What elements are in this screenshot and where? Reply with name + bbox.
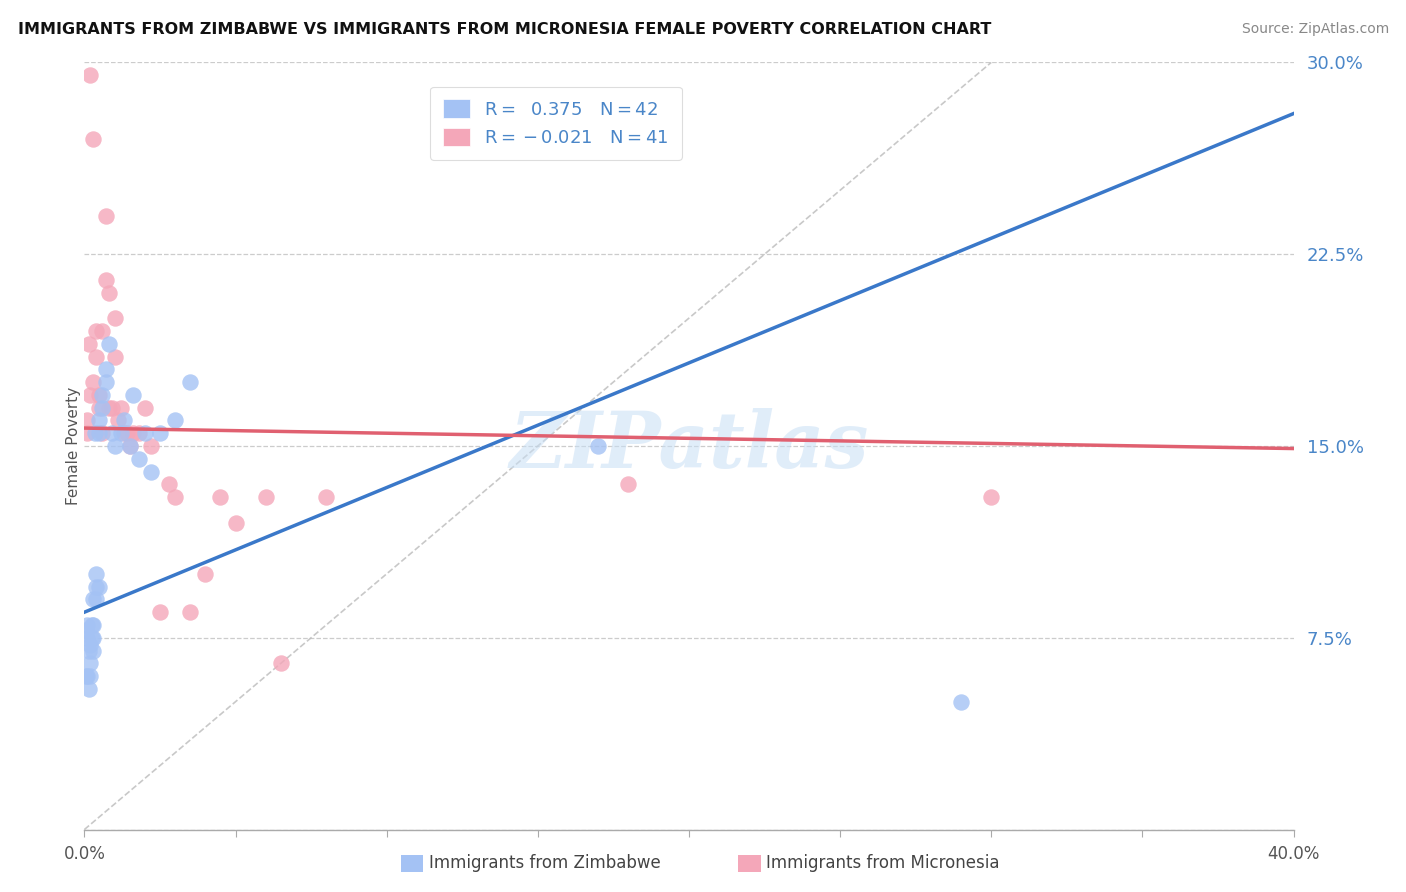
Point (270, 657, 292, 671)
Point (588, 439, 610, 453)
Point (97, 336, 120, 351)
Point (79, 388, 101, 402)
Point (91, 426, 114, 441)
Legend: $\mathregular{R =\ \ 0.375\ \ \ N = 42}$, $\mathregular{R = -0.021\ \ \ N = 41}$: $\mathregular{R =\ \ 0.375\ \ \ N = 42}$… (430, 87, 682, 160)
Point (179, 605, 201, 619)
Point (76, 426, 98, 441)
Point (79, 68, 101, 82)
Point (194, 566, 217, 581)
Point (121, 388, 143, 402)
Point (97, 401, 120, 415)
Text: Immigrants from Micronesia: Immigrants from Micronesia (766, 855, 1000, 872)
Text: Immigrants from Zimbabwe: Immigrants from Zimbabwe (429, 855, 661, 872)
Point (94, 375, 117, 389)
Point (157, 477, 180, 491)
Point (118, 439, 141, 453)
Point (82, 643, 104, 657)
Point (128, 451, 150, 466)
Point (91, 388, 114, 402)
Point (80, 631, 103, 645)
Point (82, 631, 104, 645)
Point (112, 426, 135, 441)
Point (209, 490, 232, 504)
Point (79, 657, 101, 671)
Point (94, 209, 117, 223)
Point (76, 618, 98, 632)
Point (89, 401, 111, 415)
Point (89, 388, 111, 402)
Point (86, 566, 108, 581)
Text: Source: ZipAtlas.com: Source: ZipAtlas.com (1241, 22, 1389, 37)
Point (82, 592, 104, 607)
Point (139, 439, 162, 453)
Point (112, 413, 135, 427)
Point (80, 618, 103, 632)
Point (94, 273, 117, 287)
Point (76, 631, 98, 645)
Point (617, 477, 640, 491)
Point (104, 439, 127, 453)
Point (225, 516, 247, 530)
Point (100, 401, 122, 415)
Point (149, 426, 172, 441)
Point (82, 375, 104, 389)
Point (89, 580, 111, 594)
Point (121, 426, 143, 441)
Point (980, 490, 1002, 504)
Point (75, 669, 97, 683)
Point (91, 401, 114, 415)
Point (91, 324, 114, 338)
Point (89, 413, 111, 427)
Point (94, 362, 117, 376)
Point (179, 375, 201, 389)
Point (76, 669, 98, 683)
Point (110, 401, 132, 415)
Point (100, 426, 122, 441)
Point (104, 350, 127, 364)
Point (134, 401, 156, 415)
Point (89, 426, 111, 441)
Point (77, 336, 100, 351)
Point (149, 605, 172, 619)
Point (77, 643, 100, 657)
Point (107, 413, 129, 427)
Point (76, 413, 98, 427)
Point (110, 426, 132, 441)
Point (86, 324, 108, 338)
Point (77, 681, 100, 696)
Point (82, 132, 104, 146)
Point (165, 413, 187, 427)
Point (118, 439, 141, 453)
Point (139, 465, 162, 479)
Point (128, 426, 150, 441)
Point (86, 580, 108, 594)
Point (75, 623, 97, 637)
Point (254, 490, 277, 504)
Y-axis label: Female Poverty: Female Poverty (66, 387, 80, 505)
Point (86, 350, 108, 364)
Point (165, 490, 187, 504)
Point (79, 639, 101, 653)
Point (84, 426, 107, 441)
Point (115, 426, 138, 441)
Text: ZIPatlas: ZIPatlas (509, 408, 869, 484)
Point (82, 618, 104, 632)
Point (134, 426, 156, 441)
Text: IMMIGRANTS FROM ZIMBABWE VS IMMIGRANTS FROM MICRONESIA FEMALE POVERTY CORRELATIO: IMMIGRANTS FROM ZIMBABWE VS IMMIGRANTS F… (18, 22, 991, 37)
Point (79, 669, 101, 683)
Point (950, 695, 973, 709)
Point (315, 490, 337, 504)
Point (104, 311, 127, 326)
Point (86, 592, 108, 607)
Point (97, 285, 120, 300)
